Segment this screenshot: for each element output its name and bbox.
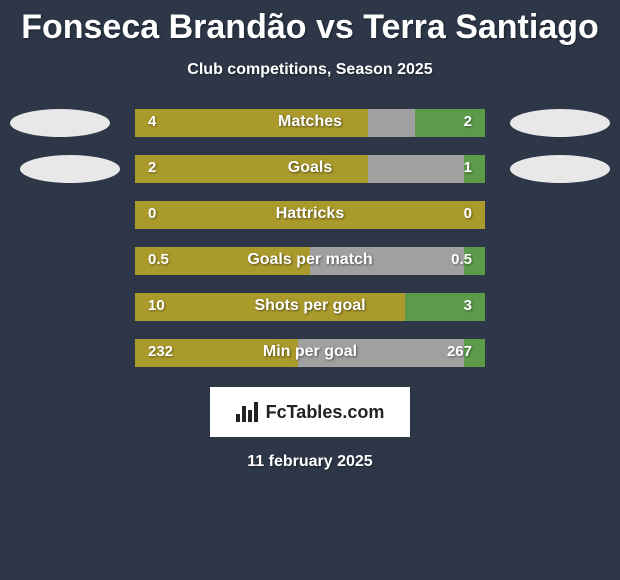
- value-left: 0: [148, 205, 156, 222]
- value-left: 2: [148, 159, 156, 176]
- value-right: 3: [464, 297, 472, 314]
- value-left: 4: [148, 113, 156, 130]
- stat-row: 103Shots per goal: [0, 293, 620, 321]
- bar-left: [135, 201, 485, 229]
- value-right: 267: [447, 343, 472, 360]
- brand-text: FcTables.com: [266, 402, 385, 423]
- stat-row: 21Goals: [0, 155, 620, 183]
- value-right: 2: [464, 113, 472, 130]
- brand-badge: FcTables.com: [210, 387, 410, 437]
- stat-row: 0.50.5Goals per match: [0, 247, 620, 275]
- value-left: 0.5: [148, 251, 169, 268]
- stat-row: 42Matches: [0, 109, 620, 137]
- page-subtitle: Club competitions, Season 2025: [0, 61, 620, 79]
- comparison-chart: 42Matches21Goals00Hattricks0.50.5Goals p…: [0, 109, 620, 367]
- value-left: 10: [148, 297, 165, 314]
- date-text: 11 february 2025: [0, 453, 620, 471]
- bar-left: [135, 293, 405, 321]
- bar-right: [405, 293, 486, 321]
- stat-row: 00Hattricks: [0, 201, 620, 229]
- value-left: 232: [148, 343, 173, 360]
- bar-left: [135, 155, 368, 183]
- stat-row: 232267Min per goal: [0, 339, 620, 367]
- brand-chart-icon: [236, 402, 260, 422]
- value-right: 0: [464, 205, 472, 222]
- value-right: 1: [464, 159, 472, 176]
- value-right: 0.5: [451, 251, 472, 268]
- bar-right: [415, 109, 485, 137]
- bar-left: [135, 109, 368, 137]
- page-title: Fonseca Brandão vs Terra Santiago: [0, 0, 620, 47]
